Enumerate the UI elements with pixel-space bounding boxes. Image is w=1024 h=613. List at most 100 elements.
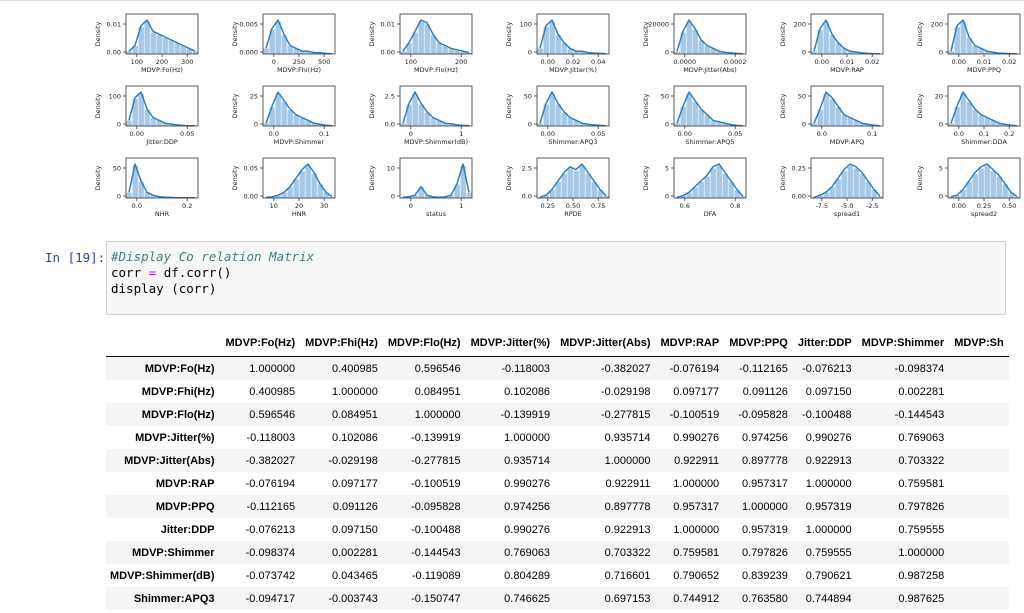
- kde-curve: [676, 19, 744, 55]
- table-cell: 0.744894: [805, 592, 852, 605]
- x-tick-label: 0.02: [566, 58, 580, 66]
- table-cell: -0.095828: [738, 408, 788, 421]
- histogram-bar: [853, 120, 859, 126]
- x-axis-label: MDVP:Flo(Hz): [414, 66, 458, 74]
- table-cell: [949, 587, 1009, 610]
- table-cell: -0.100519: [411, 477, 461, 490]
- table-cell: -0.076213: [802, 362, 852, 375]
- table-cell: 0.990276: [504, 477, 551, 490]
- y-axis-label: Density: [94, 165, 102, 190]
- table-row: MDVP:Flo(Hz) 0.596546 0.084951 1.000000 -0.1…: [106, 403, 1009, 426]
- histogram-bar: [829, 187, 835, 198]
- y-tick-label: 0: [117, 193, 121, 201]
- histogram-bar: [853, 168, 859, 198]
- kde-curve: [128, 91, 195, 127]
- table-cell: -0.112165: [739, 362, 788, 375]
- y-tick-label: 0: [939, 121, 943, 129]
- histogram-bar: [156, 35, 162, 54]
- code-line-corr: corr = df.corr(): [111, 265, 232, 280]
- table-cell: 0.091126: [742, 385, 788, 398]
- code-input-area[interactable]: #Display Co relation Matrix corr = df.co…: [106, 241, 1006, 315]
- table-row: Jitter:DDP -0.076213 0.097150 -0.100488 0.99…: [106, 518, 1009, 541]
- histogram-bar: [400, 51, 406, 54]
- table-cell: 0.987258: [898, 569, 945, 582]
- histogram-bar: [174, 43, 180, 54]
- x-tick-label: 0.1: [867, 130, 877, 138]
- histogram-bar: [537, 123, 543, 126]
- y-tick-label: 200: [931, 21, 943, 29]
- row-label: MDVP:Jitter(Abs): [124, 454, 215, 467]
- y-axis-label: Density: [231, 93, 239, 118]
- table-cell: 0.974256: [504, 500, 551, 513]
- histogram-bar: [722, 173, 728, 198]
- y-tick-label: 0.0: [385, 121, 395, 129]
- x-tick-label: 0.05: [728, 130, 742, 138]
- histogram-bar: [966, 37, 972, 54]
- x-tick-label: 0.50: [566, 202, 580, 210]
- kde-curve: [950, 163, 1018, 198]
- histogram-bar: [871, 189, 877, 198]
- histogram-bar: [823, 93, 829, 126]
- y-tick-label: 0: [802, 49, 806, 57]
- x-axis-label: MDVP:PPQ: [967, 66, 1001, 74]
- x-tick-label: 500: [318, 58, 330, 66]
- distplot: 50 0 0.0 0.2 NHR Density: [94, 157, 199, 218]
- table-cell: 0.935714: [504, 454, 551, 467]
- histogram-bar: [400, 123, 406, 126]
- table-row: MDVP:PPQ -0.112165 0.091126 -0.095828 0.9742…: [106, 495, 1009, 518]
- histogram-bar: [192, 51, 198, 54]
- kde-curve: [402, 91, 470, 127]
- histogram-bar: [573, 120, 579, 126]
- histogram-bar: [817, 109, 823, 126]
- kde-curve: [676, 163, 744, 198]
- histogram-bar: [1008, 192, 1014, 198]
- table-cell: -0.144543: [894, 408, 945, 421]
- table-cell: 0.716601: [604, 569, 651, 582]
- histogram-bar: [180, 45, 186, 54]
- histogram-bar: [811, 51, 817, 54]
- table-cell: [949, 357, 1009, 381]
- histogram-bar: [293, 48, 299, 54]
- histogram-bar: [168, 124, 174, 126]
- histogram-bar: [692, 29, 698, 54]
- histogram-bar: [966, 181, 972, 198]
- histogram-bar: [555, 104, 561, 126]
- histogram-bar: [680, 32, 686, 54]
- table-cell: 1.000000: [805, 477, 852, 490]
- table-cell: 0.990276: [673, 431, 720, 444]
- kde-curve: [813, 163, 881, 198]
- histogram-bar: [305, 120, 311, 126]
- table-cell: 0.990276: [805, 431, 852, 444]
- histogram-bar: [710, 168, 716, 198]
- y-tick-label: 10: [387, 165, 395, 173]
- y-axis-label: Density: [505, 93, 513, 118]
- histogram-bar: [847, 117, 853, 126]
- histogram-bar: [323, 192, 329, 198]
- table-cell: -0.076194: [669, 362, 720, 375]
- kde-curve: [265, 163, 333, 199]
- histogram-bar: [275, 93, 281, 126]
- table-cell: 0.922913: [604, 523, 651, 536]
- kde-curve: [128, 19, 196, 52]
- y-tick-label: 0: [939, 49, 943, 57]
- histogram-bar: [418, 21, 424, 54]
- column-header: MDVP:Fhi(Hz): [300, 330, 383, 357]
- table-cell: [949, 495, 1009, 518]
- x-tick-label: 0.0: [132, 202, 142, 210]
- y-tick-label: 5: [939, 165, 943, 173]
- histogram-bar: [674, 51, 680, 54]
- histogram-bar: [144, 109, 150, 126]
- code-editor[interactable]: #Display Co relation Matrix corr = df.co…: [111, 249, 314, 297]
- histogram-bar: [972, 45, 978, 54]
- x-axis-label: Shimmer:APQ5: [685, 138, 734, 146]
- y-tick-label: 50: [661, 93, 669, 101]
- table-cell: -0.003743: [328, 592, 378, 605]
- histogram-bar: [984, 51, 990, 54]
- correlation-matrix-table: MDVP:Fo(Hz) MDVP:Fhi(Hz) MDVP:Flo(Hz) MDVP:…: [106, 330, 1009, 610]
- x-tick-label: 0.50: [1002, 202, 1016, 210]
